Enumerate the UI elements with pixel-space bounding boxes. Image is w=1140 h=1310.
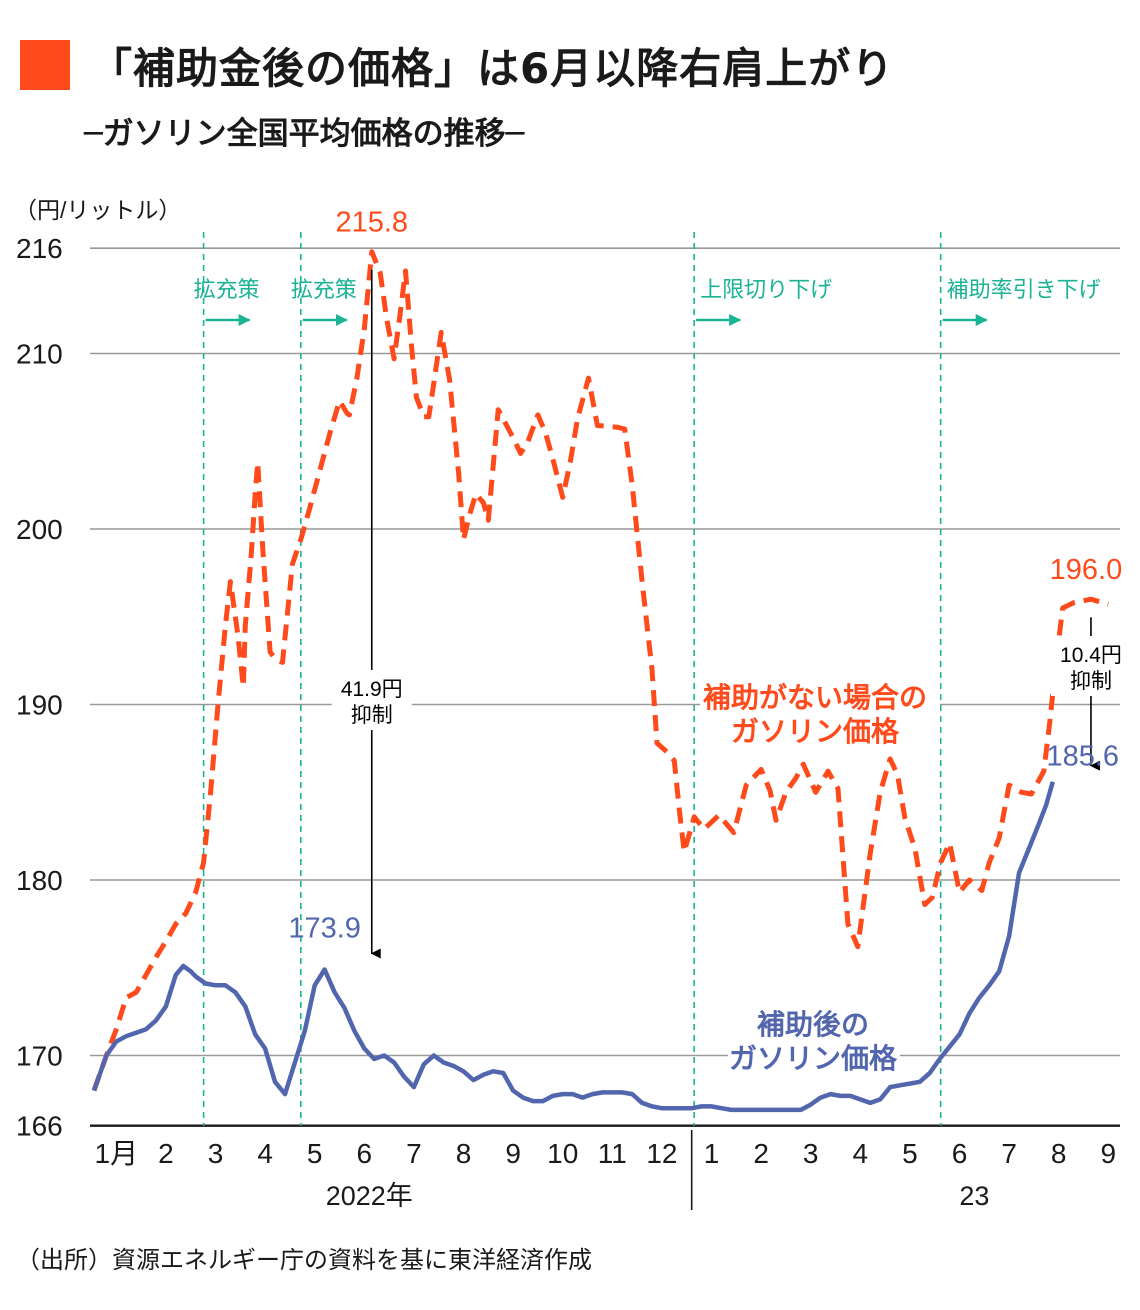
value-label: 215.8 bbox=[335, 207, 408, 239]
x-tick-label: 1月 bbox=[95, 1138, 139, 1169]
gap-label-text: 41.9円 bbox=[341, 678, 403, 701]
x-tick-label: 8 bbox=[456, 1138, 472, 1169]
policy-change-label: 補助率引き下げ bbox=[947, 277, 1101, 302]
x-tick-label: 4 bbox=[257, 1138, 273, 1169]
series-label-text: 補助がない場合の bbox=[702, 681, 927, 713]
chart-title: 「補助金後の価格」は6月以降右肩上がり bbox=[90, 43, 895, 93]
x-tick-label: 8 bbox=[1051, 1138, 1067, 1169]
y-axis-label: （円/リットル） bbox=[14, 197, 181, 223]
gap-label-text: 抑制 bbox=[351, 704, 393, 727]
gap-label-background bbox=[331, 670, 412, 730]
y-tick-label: 166 bbox=[16, 1111, 63, 1142]
gap-label-background bbox=[1050, 636, 1131, 696]
series-label-text: ガソリン価格 bbox=[731, 716, 900, 747]
value-label: 173.9 bbox=[288, 913, 361, 945]
x-tick-label: 6 bbox=[952, 1138, 968, 1169]
policy-change-label: 拡充策 bbox=[291, 277, 357, 302]
x-tick-label: 9 bbox=[505, 1138, 521, 1169]
x-tick-label: 2 bbox=[753, 1138, 769, 1169]
y-tick-label: 200 bbox=[16, 514, 63, 545]
chart-subtitle: ─ガソリン全国平均価格の推移─ bbox=[84, 116, 525, 152]
x-tick-label: 2 bbox=[158, 1138, 174, 1169]
x-tick-label: 10 bbox=[547, 1138, 578, 1169]
chart-title-row: 「補助金後の価格」は6月以降右肩上がり bbox=[20, 30, 894, 100]
x-tick-label: 3 bbox=[803, 1138, 819, 1169]
policy-change-label: 拡充策 bbox=[194, 277, 260, 302]
value-label: 185.6 bbox=[1046, 741, 1119, 773]
year-label: 2022年 bbox=[326, 1181, 413, 1211]
series-label-text: 補助後の bbox=[756, 1009, 869, 1040]
y-tick-label: 180 bbox=[16, 865, 63, 896]
y-tick-label: 190 bbox=[16, 690, 63, 721]
source-note: （出所）資源エネルギー庁の資料を基に東洋経済作成 bbox=[16, 1246, 592, 1274]
gap-label-text: 10.4円 bbox=[1060, 644, 1122, 667]
x-tick-label: 6 bbox=[357, 1138, 373, 1169]
x-tick-label: 5 bbox=[307, 1138, 323, 1169]
value-label: 196.0 bbox=[1050, 554, 1123, 586]
x-tick-label: 11 bbox=[598, 1138, 627, 1169]
policy-change-label: 上限切り下げ bbox=[700, 277, 832, 302]
x-tick-label: 1 bbox=[704, 1138, 720, 1169]
x-tick-label: 7 bbox=[1001, 1138, 1017, 1169]
y-tick-label: 170 bbox=[16, 1041, 63, 1072]
x-tick-label: 9 bbox=[1101, 1138, 1117, 1169]
x-tick-label: 5 bbox=[902, 1138, 918, 1169]
series-line-after-subsidy bbox=[91, 781, 1055, 1113]
x-tick-label: 4 bbox=[853, 1138, 869, 1169]
series-line-no-subsidy bbox=[91, 249, 1110, 1092]
y-tick-label: 210 bbox=[16, 339, 63, 370]
x-tick-label: 12 bbox=[646, 1138, 677, 1169]
series-label-background bbox=[700, 680, 940, 750]
gap-label-text: 抑制 bbox=[1070, 670, 1112, 693]
title-accent-square bbox=[20, 40, 70, 90]
x-tick-label: 3 bbox=[208, 1138, 224, 1169]
series-label-text: ガソリン価格 bbox=[729, 1043, 898, 1074]
x-tick-label: 7 bbox=[406, 1138, 422, 1169]
year-label: 23 bbox=[959, 1181, 989, 1211]
series-label-background bbox=[728, 1006, 900, 1078]
y-tick-label: 216 bbox=[16, 233, 63, 264]
